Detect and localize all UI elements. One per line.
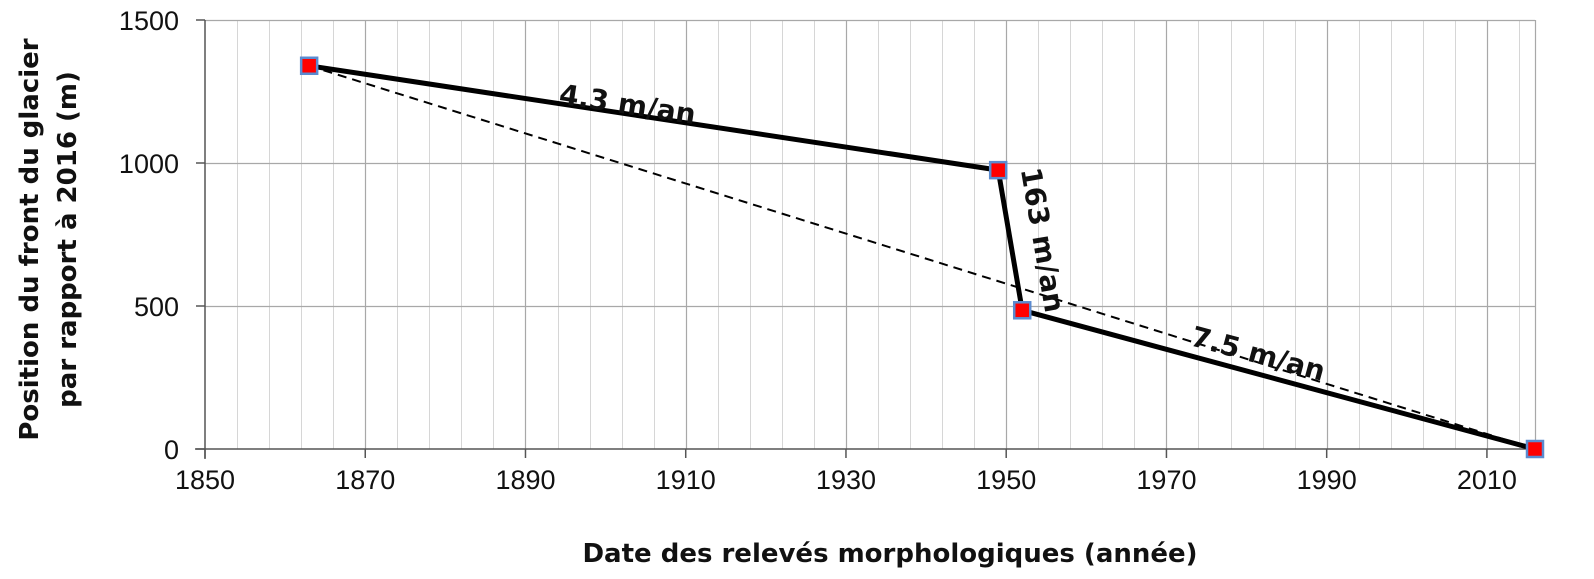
y-tick-label: 0 bbox=[164, 435, 179, 465]
major-gridlines bbox=[205, 19, 1537, 449]
x-tick-label: 1950 bbox=[976, 465, 1036, 495]
y-tick-label: 500 bbox=[134, 292, 179, 322]
y-axis-title-line-1: Position du front du glacier bbox=[15, 38, 45, 440]
axes bbox=[195, 19, 1536, 459]
x-tick-label: 1850 bbox=[175, 465, 235, 495]
series-line-solid bbox=[308, 63, 1536, 452]
rate-annotation: 7.5 m/an bbox=[1187, 320, 1328, 388]
x-tick-label: 1890 bbox=[495, 465, 555, 495]
data-point-marker bbox=[1012, 301, 1032, 320]
x-tick-label: 1930 bbox=[816, 465, 876, 495]
rate-annotation: 163 m/an bbox=[1014, 165, 1071, 315]
x-tick-labels: 1850 1870 1890 1910 1930 1950 1970 1990 2010 bbox=[175, 465, 1517, 495]
x-axis-title: Date des relevés morphologiques (année) bbox=[582, 539, 1197, 569]
y-tick-label: 1000 bbox=[119, 149, 179, 179]
data-point-marker bbox=[299, 56, 319, 76]
y-tick-label: 1500 bbox=[119, 6, 179, 36]
data-point-marker bbox=[1525, 439, 1545, 459]
series-line-dashed bbox=[308, 64, 1536, 450]
x-tick-label: 2010 bbox=[1457, 465, 1517, 495]
y-axis-title-line-2: par rapport à 2016 (m) bbox=[53, 71, 83, 408]
series-group bbox=[308, 63, 1536, 452]
x-tick-label: 1910 bbox=[656, 465, 716, 495]
y-axis-title: Position du front du glacier par rapport… bbox=[15, 38, 83, 440]
x-tick-label: 1870 bbox=[335, 465, 395, 495]
x-tick-label: 1990 bbox=[1297, 465, 1357, 495]
data-point-marker bbox=[988, 160, 1008, 180]
minor-gridlines bbox=[237, 20, 1520, 449]
rate-annotation: 4.3 m/an bbox=[557, 78, 698, 131]
markers-group bbox=[299, 56, 1545, 459]
x-tick-label: 1970 bbox=[1136, 465, 1196, 495]
y-tick-labels: 0 500 1000 1500 bbox=[119, 6, 179, 465]
